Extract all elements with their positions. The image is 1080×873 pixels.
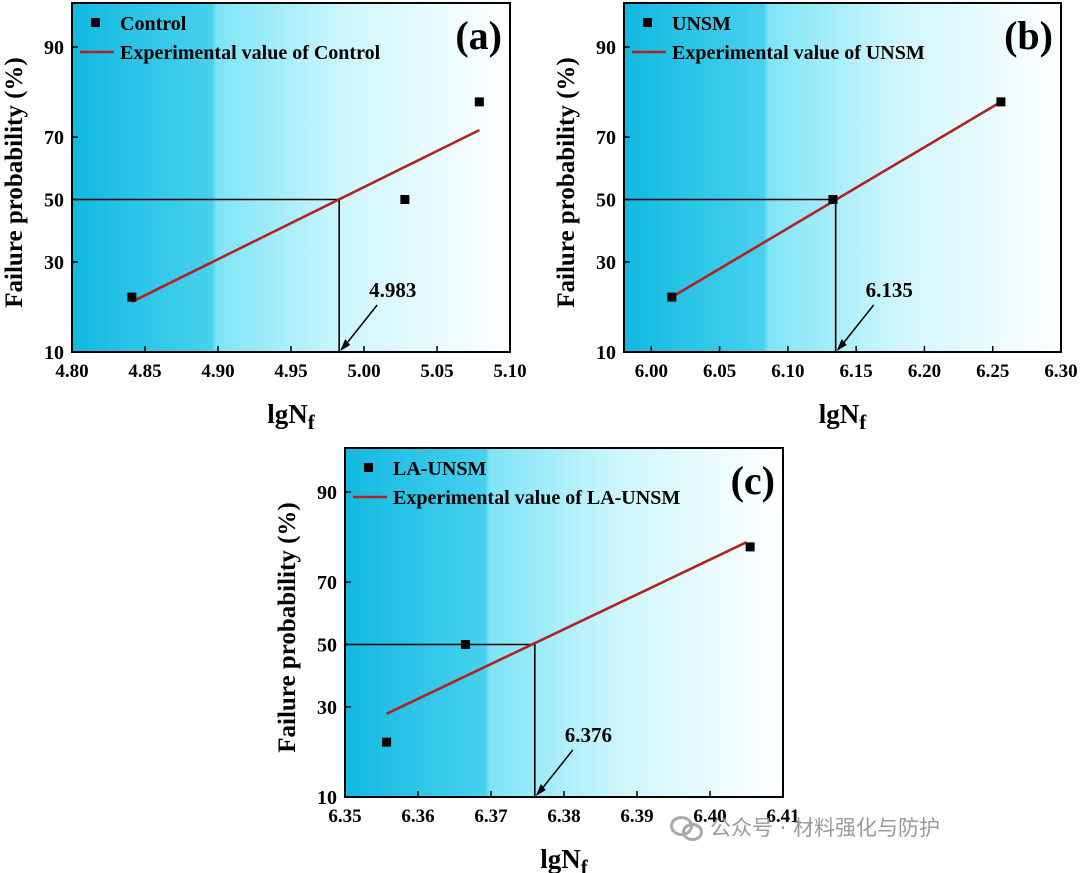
annotation-arrow bbox=[341, 304, 378, 350]
x-tick-label: 6.41 bbox=[766, 806, 799, 827]
x-tick-label: 5.00 bbox=[347, 361, 380, 382]
data-point bbox=[127, 292, 137, 302]
annotation-arrow bbox=[838, 304, 875, 350]
plot-frame bbox=[623, 2, 1062, 353]
x-tick-label: 6.39 bbox=[620, 806, 653, 827]
legend-marker bbox=[91, 18, 100, 27]
x-tick-label: 4.80 bbox=[55, 361, 88, 382]
fit-line bbox=[131, 128, 480, 303]
y-tick-label: 10 bbox=[596, 342, 616, 364]
x-tick-label: 6.38 bbox=[547, 806, 580, 827]
y-axis-title: Failure probability (%) bbox=[1, 57, 28, 307]
x-tick-label: 6.37 bbox=[474, 806, 508, 827]
x-axis-title: lgNf bbox=[540, 844, 589, 873]
annotation-label: 6.135 bbox=[866, 278, 913, 302]
plot-area bbox=[72, 3, 510, 352]
x-tick-label: 6.40 bbox=[693, 806, 726, 827]
plot-area bbox=[345, 448, 783, 797]
x-tick-label: 4.95 bbox=[274, 361, 307, 382]
y-tick-label: 70 bbox=[596, 127, 616, 149]
chart-panel-2: 10 30 50 70 90 6.00 6.05 6.10 6.15 6.20 6.25 6.30 6.… bbox=[553, 2, 1078, 434]
y-tick-label: 30 bbox=[596, 252, 616, 274]
legend-label: Experimental value of LA-UNSM bbox=[393, 487, 680, 509]
y-tick-label: 10 bbox=[44, 342, 64, 364]
data-point bbox=[828, 195, 838, 204]
legend-label: Control bbox=[120, 13, 187, 35]
legend: UNSM Experimental value of UNSM bbox=[632, 13, 925, 64]
watermark: 公众号 · 材料强化与防护 bbox=[670, 812, 940, 842]
y-tick-label: 50 bbox=[44, 190, 64, 212]
y-tick-label: 10 bbox=[317, 787, 337, 809]
chart-panel-3: 10 30 50 70 90 6.35 6.36 6.37 6.38 6.39 6.40 6.41 6.… bbox=[274, 447, 800, 873]
y-tick-label: 90 bbox=[317, 482, 337, 504]
wechat-icon bbox=[670, 813, 704, 841]
y-tick-label: 30 bbox=[44, 252, 64, 274]
plot-frame bbox=[71, 2, 511, 353]
panel-label: (a) bbox=[455, 13, 502, 58]
legend: LA-UNSM Experimental value of LA-UNSM bbox=[353, 458, 680, 509]
y-axis-title: Failure probability (%) bbox=[553, 57, 580, 307]
x-tick-label: 6.30 bbox=[1044, 361, 1077, 382]
annotation-label: 6.376 bbox=[565, 723, 612, 747]
legend: Control Experimental value of Control bbox=[80, 13, 381, 64]
data-point bbox=[996, 97, 1006, 107]
panel-label: (b) bbox=[1004, 13, 1053, 58]
x-tick-label: 6.10 bbox=[771, 361, 804, 382]
annotation-arrow-head bbox=[340, 339, 351, 351]
x-tick-label: 5.10 bbox=[493, 361, 526, 382]
x-tick-label: 6.36 bbox=[401, 806, 434, 827]
x-tick-label: 4.85 bbox=[128, 361, 161, 382]
fit-line bbox=[386, 541, 748, 716]
legend-label: UNSM bbox=[672, 13, 731, 35]
y-tick-label: 50 bbox=[317, 635, 337, 657]
x-tick-label: 6.05 bbox=[703, 361, 736, 382]
y-tick-label: 30 bbox=[317, 697, 337, 719]
data-point bbox=[460, 640, 470, 649]
x-tick-label: 6.00 bbox=[635, 361, 668, 382]
annotation-arrow-head bbox=[535, 784, 546, 796]
x-tick-label: 6.35 bbox=[328, 806, 361, 827]
annotation-label: 4.983 bbox=[369, 278, 416, 302]
watermark-text: 公众号 · 材料强化与防护 bbox=[710, 816, 941, 840]
panel-label: (c) bbox=[731, 458, 775, 503]
x-axis-title: lgNf bbox=[267, 399, 316, 434]
y-tick-label: 50 bbox=[596, 190, 616, 212]
y-axis-title: Failure probability (%) bbox=[274, 502, 301, 752]
legend-label: LA-UNSM bbox=[393, 458, 486, 480]
data-point bbox=[474, 97, 484, 107]
legend-marker bbox=[364, 463, 373, 472]
annotation-arrow-head bbox=[836, 339, 847, 351]
x-tick-label: 6.15 bbox=[840, 361, 873, 382]
data-point bbox=[382, 737, 392, 747]
annotation-arrow bbox=[537, 749, 574, 795]
chart-panel-1: 10 30 50 70 90 4.80 4.85 4.90 4.95 5.00 5.05 5.10 4.… bbox=[1, 2, 527, 434]
data-point bbox=[745, 542, 755, 552]
data-point bbox=[400, 195, 410, 204]
plot-area bbox=[624, 3, 1061, 352]
y-tick-label: 70 bbox=[317, 572, 337, 594]
legend-label: Experimental value of Control bbox=[120, 42, 381, 64]
legend-marker bbox=[643, 18, 652, 27]
data-point bbox=[667, 292, 677, 302]
x-tick-label: 6.25 bbox=[976, 361, 1009, 382]
x-tick-label: 5.05 bbox=[420, 361, 453, 382]
legend-label: Experimental value of UNSM bbox=[672, 42, 925, 64]
x-tick-label: 4.90 bbox=[201, 361, 234, 382]
y-tick-label: 70 bbox=[44, 127, 64, 149]
plot-frame bbox=[344, 447, 784, 798]
x-axis-title: lgNf bbox=[819, 399, 868, 434]
y-tick-label: 90 bbox=[44, 37, 64, 59]
x-tick-label: 6.20 bbox=[908, 361, 941, 382]
y-tick-label: 90 bbox=[596, 37, 616, 59]
